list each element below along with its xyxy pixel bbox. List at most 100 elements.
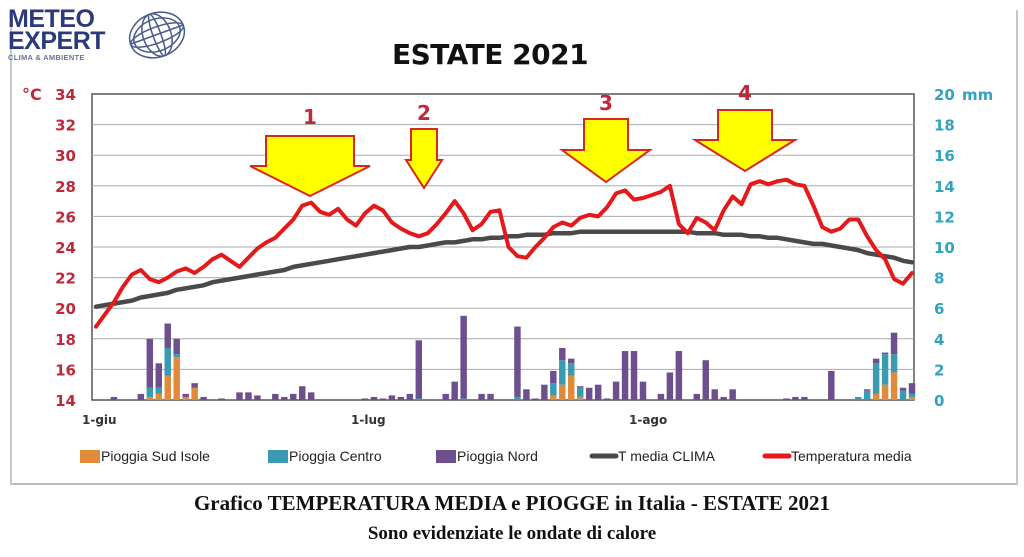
- bar-nord: [801, 396, 808, 400]
- bar-sud: [550, 395, 557, 400]
- bar-sud: [164, 375, 171, 400]
- bar-nord: [702, 360, 709, 400]
- caption-subtitle: Sono evidenziate le ondate di calore: [367, 523, 657, 544]
- bar-nord: [218, 398, 225, 400]
- heatwave-arrow-icon: [249, 135, 371, 198]
- bar-nord: [576, 386, 584, 388]
- bar-centro: [854, 396, 862, 400]
- bar-nord: [254, 395, 261, 400]
- clima-line: [93, 229, 915, 309]
- bar-nord: [299, 386, 306, 400]
- bar-nord: [711, 389, 718, 400]
- legend-sud-swatch: [80, 450, 100, 463]
- bar-centro: [415, 398, 423, 400]
- y-right-tick-label: 8: [934, 270, 944, 288]
- bar-nord: [550, 370, 557, 384]
- bar-nord: [406, 393, 414, 400]
- bar-nord: [487, 393, 494, 400]
- bar-nord: [173, 338, 180, 355]
- bar-sud: [559, 384, 566, 400]
- y-right-tick-label: 4: [934, 331, 944, 349]
- legend-sud-label: Pioggia Sud Isole: [101, 448, 210, 464]
- bar-nord: [272, 393, 279, 400]
- heatwave-arrow-icon: [691, 109, 799, 173]
- bar-nord: [281, 396, 288, 400]
- bar-nord: [541, 384, 548, 400]
- bar-nord: [164, 323, 171, 348]
- y-right-tick-label: 16: [934, 147, 955, 165]
- y-right-tick-label: 10: [934, 239, 955, 257]
- y-left-tick-label: 34: [55, 86, 76, 104]
- bar-nord: [594, 384, 602, 400]
- bar-sud: [576, 396, 584, 400]
- y-left-tick-label: 32: [55, 117, 76, 135]
- bar-centro: [576, 387, 584, 397]
- bar-sud: [881, 384, 889, 400]
- y-left-tick-label: 14: [55, 392, 76, 410]
- y-right-tick-label: 14: [934, 178, 955, 196]
- bar-nord: [675, 351, 683, 400]
- bar-nord: [155, 363, 162, 388]
- bar-sud: [155, 393, 162, 400]
- bar-nord: [361, 398, 369, 400]
- bar-nord: [630, 351, 638, 400]
- x-tick-label: 1-ago: [629, 413, 667, 427]
- bar-sud: [568, 375, 575, 400]
- bar-sud: [173, 357, 180, 400]
- bar-nord: [890, 332, 898, 355]
- bar-nord: [908, 383, 916, 394]
- bar-sud: [146, 396, 154, 400]
- bar-nord: [245, 392, 252, 400]
- y-left-unit-label: °C: [22, 85, 42, 104]
- bar-nord: [639, 381, 647, 400]
- legend-nord-swatch: [436, 450, 456, 463]
- bar-nord: [442, 393, 449, 400]
- globe-icon: [128, 11, 186, 59]
- caption-title: Grafico TEMPERATURA MEDIA e PIOGGE in It…: [193, 491, 831, 515]
- bar-nord: [137, 393, 145, 400]
- bar-sud: [872, 393, 880, 400]
- bar-nord: [720, 396, 727, 400]
- bar-nord: [200, 396, 207, 400]
- legend-centro-swatch: [268, 450, 288, 463]
- logo-line-2: EXPERT: [8, 27, 106, 55]
- bar-nord: [621, 351, 629, 400]
- bar-nord: [110, 396, 118, 400]
- heatwave-label: 2: [417, 101, 431, 125]
- bar-centro: [164, 347, 171, 376]
- bar-centro: [155, 387, 162, 394]
- bar-nord: [657, 393, 665, 400]
- y-left-tick-label: 20: [55, 300, 76, 318]
- y-right-tick-label: 18: [934, 117, 955, 135]
- bar-centro: [872, 363, 880, 394]
- bar-nord: [872, 358, 880, 364]
- bar-centro: [890, 354, 898, 373]
- y-left-tick-label: 26: [55, 208, 76, 226]
- bar-sud: [182, 396, 189, 400]
- y-right-tick-label: 6: [934, 300, 944, 318]
- legend-nord-label: Pioggia Nord: [457, 448, 538, 464]
- bar-nord: [182, 393, 189, 397]
- chart-title: ESTATE 2021: [391, 38, 589, 71]
- legend-clima-label: T media CLIMA: [618, 448, 716, 464]
- logo-tagline: CLIMA & AMBIENTE: [8, 53, 85, 62]
- bar-nord: [460, 315, 467, 399]
- y-right-tick-label: 20: [934, 86, 955, 104]
- heatwave-label: 3: [599, 91, 613, 115]
- bar-sud: [908, 396, 916, 400]
- bar-nord: [612, 381, 620, 400]
- bar-nord: [792, 396, 799, 400]
- bar-nord: [532, 398, 539, 400]
- bar-nord: [236, 392, 243, 400]
- bar-nord: [514, 326, 521, 397]
- bar-nord: [693, 393, 701, 400]
- bar-centro: [550, 383, 557, 396]
- y-right-tick-label: 0: [934, 392, 944, 410]
- y-right-tick-label: 12: [934, 208, 955, 226]
- bar-sud: [890, 372, 898, 400]
- logo-line-1: METEO: [8, 5, 95, 33]
- bar-nord: [388, 395, 396, 400]
- bar-nord: [415, 340, 423, 399]
- bar-nord: [729, 389, 736, 400]
- heatwave-label: 4: [738, 81, 752, 105]
